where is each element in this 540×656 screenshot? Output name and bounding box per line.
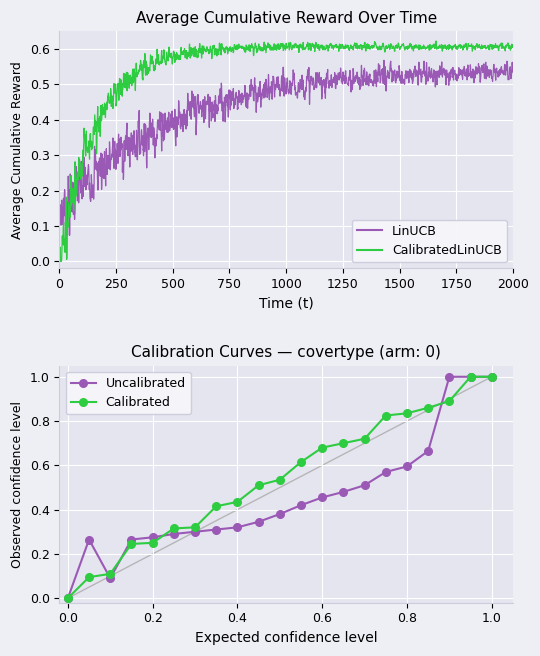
Y-axis label: Average Cumulative Reward: Average Cumulative Reward xyxy=(11,61,24,239)
Title: Calibration Curves — covertype (arm: 0): Calibration Curves — covertype (arm: 0) xyxy=(131,345,441,360)
Legend: Uncalibrated, Calibrated: Uncalibrated, Calibrated xyxy=(66,372,191,414)
Legend: LinUCB, CalibratedLinUCB: LinUCB, CalibratedLinUCB xyxy=(352,220,507,262)
Y-axis label: Observed confidence level: Observed confidence level xyxy=(11,401,24,567)
Title: Average Cumulative Reward Over Time: Average Cumulative Reward Over Time xyxy=(136,11,437,26)
X-axis label: Expected confidence level: Expected confidence level xyxy=(195,631,377,645)
X-axis label: Time (t): Time (t) xyxy=(259,297,314,311)
